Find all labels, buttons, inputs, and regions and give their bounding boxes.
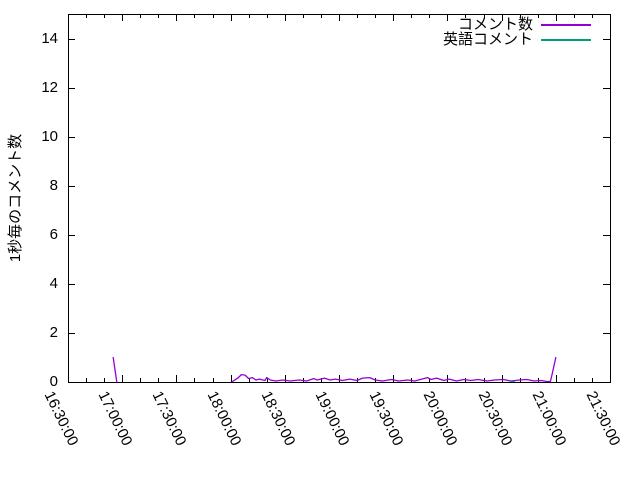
legend-entry: 英語コメント [443,32,591,47]
legend-line-sample [541,23,591,26]
legend-entry: コメント数 [443,17,591,32]
y-tick-label: 10 [41,127,58,145]
series-line-0 [231,356,557,383]
legend-line-sample [541,38,591,41]
y-tick-label: 0 [49,373,58,390]
legend: コメント数 英語コメント [443,17,591,47]
legend-label: 英語コメント [442,31,533,48]
y-tick-label: 4 [49,274,58,292]
legend-label: コメント数 [457,16,533,33]
y-tick-label: 12 [41,78,58,96]
series-line-0 [112,356,118,383]
y-tick-label: 6 [49,225,58,243]
y-tick-label: 14 [41,29,58,47]
axis-frame [68,14,611,383]
y-tick-label: 2 [49,323,58,341]
y-tick-label: 8 [49,176,58,194]
